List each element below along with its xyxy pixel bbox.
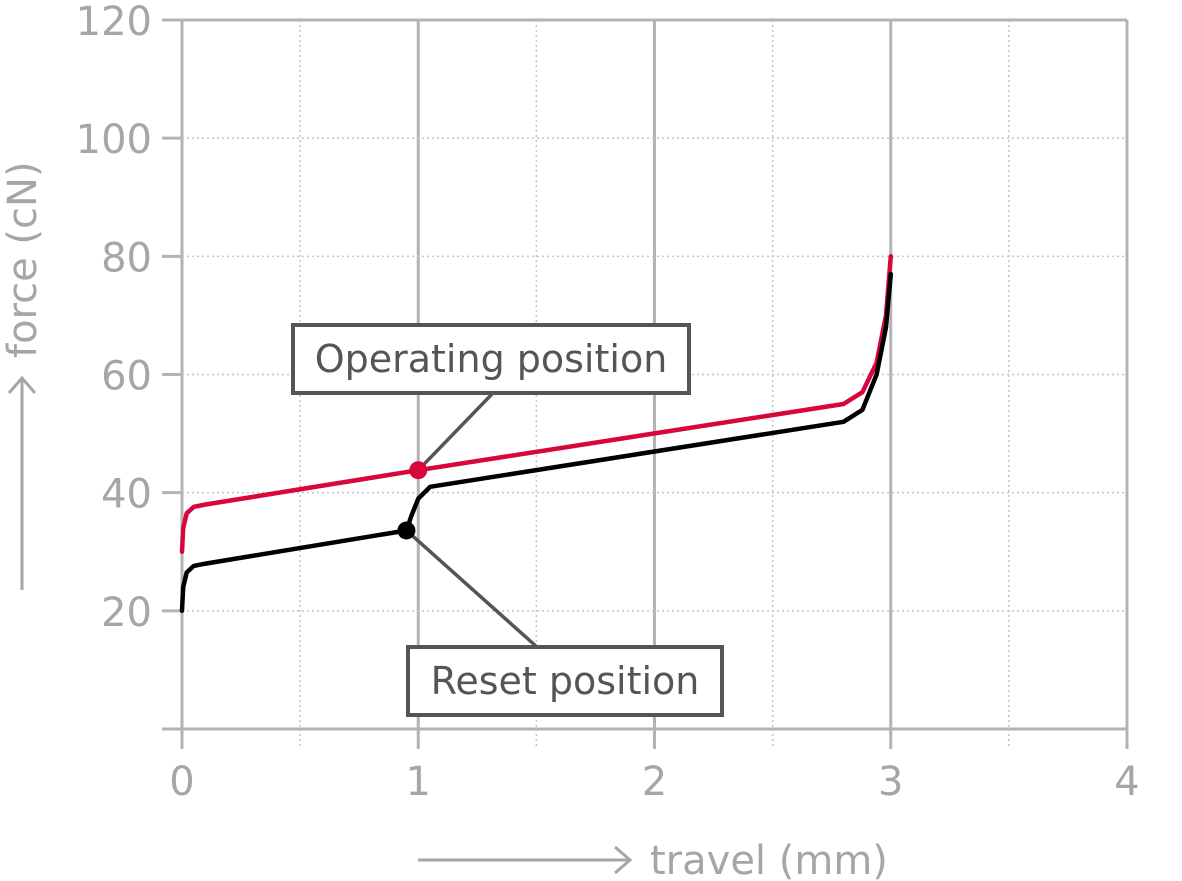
x-axis-title: travel (mm)	[650, 838, 888, 881]
x-tick-label: 4	[1114, 759, 1139, 805]
x-tick-label: 3	[878, 759, 903, 805]
y-axis-arrowhead	[7, 375, 37, 394]
operating-leader-line	[416, 391, 495, 472]
reset-callout-box	[406, 645, 724, 717]
y-tick-label: 40	[101, 472, 152, 518]
operating-callout-box	[291, 323, 691, 395]
y-tick-label: 120	[76, 0, 152, 45]
y-tick-label: 60	[101, 354, 152, 400]
reset-position-point	[397, 521, 416, 540]
x-axis-title-group: travel (mm)	[418, 838, 888, 881]
x-tick-label: 1	[406, 759, 431, 805]
x-tick-label: 2	[642, 759, 667, 805]
reset-leader-line	[405, 529, 539, 649]
operating-callout-label: Operating position	[315, 337, 668, 381]
x-tick-label: 0	[169, 759, 194, 805]
y-axis-title-group: force (cN)	[0, 161, 46, 590]
series-line-reset	[179, 271, 894, 614]
x-axis-arrowhead	[614, 845, 633, 875]
tick-labels: 0 1 2 3 4 20 40 60 80 100 120	[76, 0, 1140, 805]
y-tick-label: 80	[101, 235, 152, 281]
annotation-points	[397, 461, 428, 540]
grid	[162, 18, 1129, 749]
y-tick-label: 100	[76, 117, 152, 163]
callouts: Operating position Reset position	[291, 323, 724, 717]
operating-position-point	[409, 461, 428, 480]
reset-callout-label: Reset position	[431, 659, 700, 703]
y-axis-title: force (cN)	[0, 161, 46, 358]
y-tick-label: 20	[101, 590, 152, 636]
series-lines	[179, 254, 894, 614]
